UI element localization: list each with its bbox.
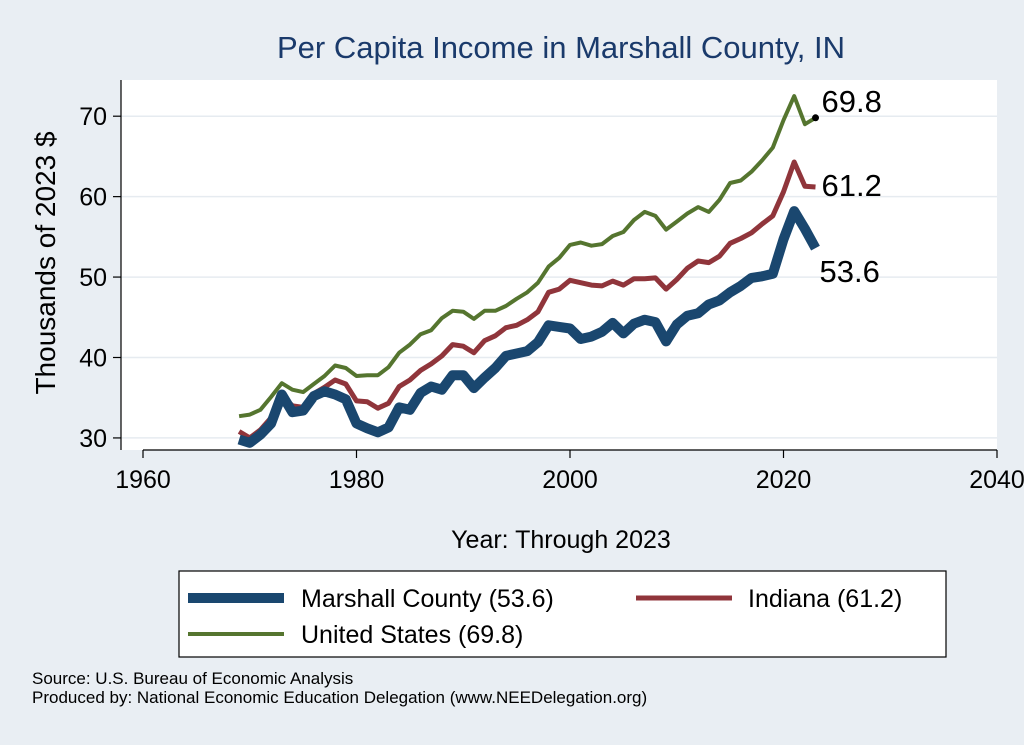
chart-title: Per Capita Income in Marshall County, IN [277, 30, 845, 65]
legend-label: Marshall County (53.6) [301, 585, 554, 613]
x-tick-label: 1980 [329, 466, 385, 494]
end-label: 61.2 [822, 168, 882, 203]
end-label: 69.8 [822, 84, 882, 119]
legend-label: United States (69.8) [301, 621, 523, 649]
x-tick-label: 1960 [115, 466, 171, 494]
end-label: 53.6 [820, 254, 880, 289]
x-tick-label: 2020 [756, 466, 812, 494]
y-tick-label: 30 [79, 425, 107, 453]
x-tick-label: 2000 [542, 466, 598, 494]
y-axis-label: Thousands of 2023 $ [30, 131, 61, 395]
y-tick-label: 50 [79, 264, 107, 292]
end-labels: 53.6 61.2 69.8 [812, 84, 882, 289]
y-tick-label: 60 [79, 184, 107, 212]
legend: Marshall County (53.6) Indiana (61.2) Unit… [178, 570, 947, 658]
y-tick-label: 70 [79, 103, 107, 131]
grid-lines [121, 115, 997, 439]
source-note: Source: U.S. Bureau of Economic Analysis [32, 669, 354, 688]
produced-by-note: Produced by: National Economic Education… [32, 688, 648, 707]
axes: 30 40 50 60 70 1960 1980 2000 2020 2040 [79, 80, 1024, 494]
y-tick-label: 40 [79, 345, 107, 373]
series-line [237, 206, 820, 448]
legend-label: Indiana (61.2) [748, 585, 902, 613]
end-marker [812, 114, 820, 122]
footer: Source: U.S. Bureau of Economic Analysis… [32, 669, 647, 707]
series-line [237, 159, 816, 441]
plot-area [121, 80, 997, 450]
series-line [238, 94, 817, 419]
series-lines [237, 94, 820, 448]
x-axis-label: Year: Through 2023 [451, 526, 671, 554]
x-tick-label: 2040 [969, 466, 1024, 494]
legend-box [178, 570, 947, 658]
